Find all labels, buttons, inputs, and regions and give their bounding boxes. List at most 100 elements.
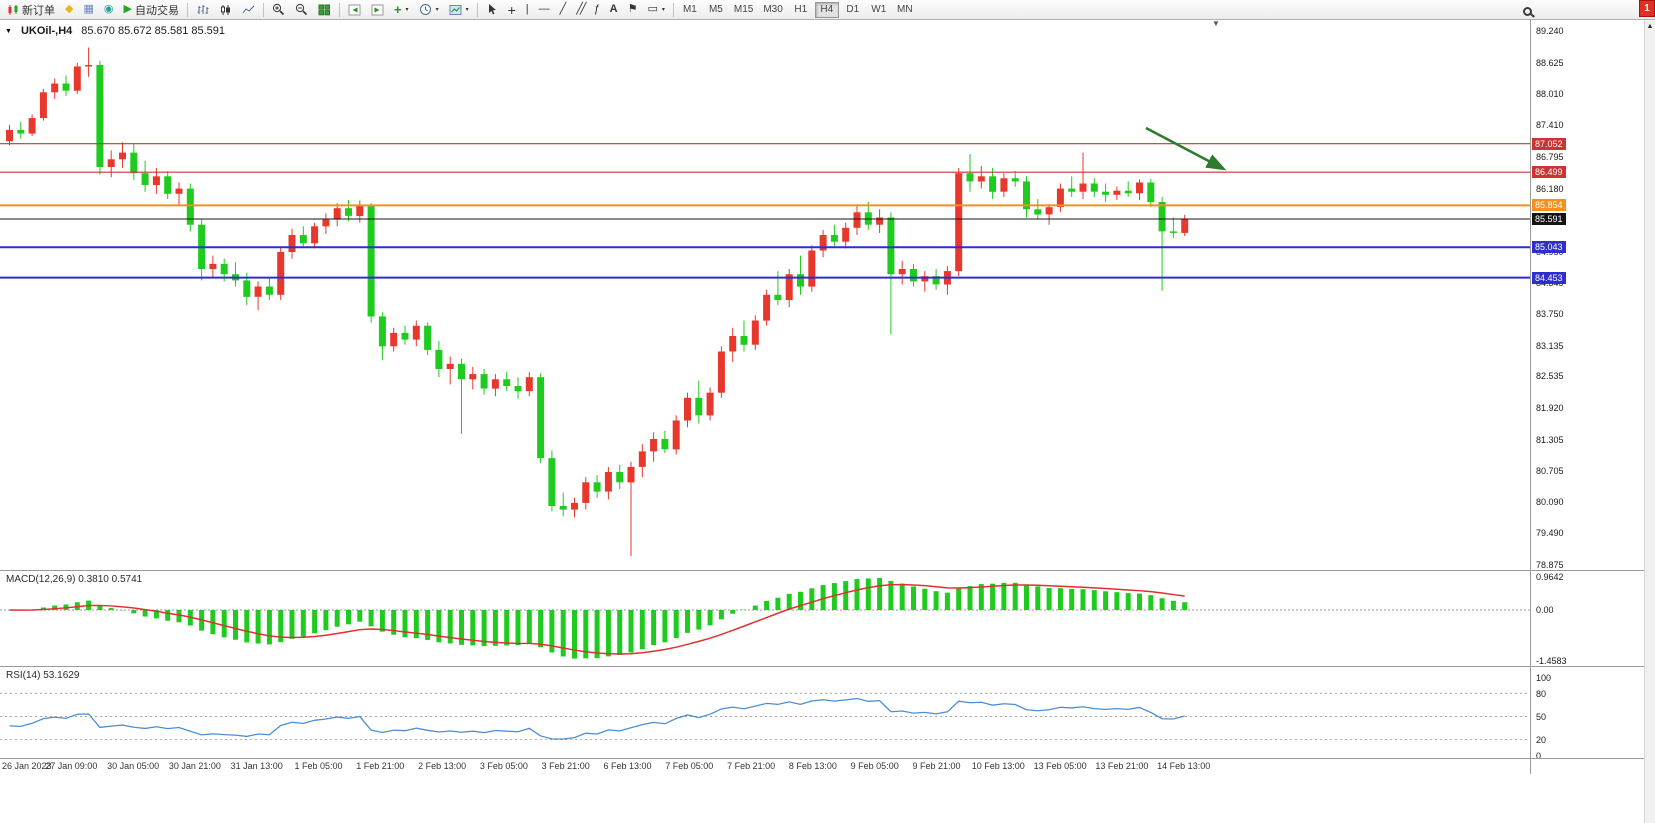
- chevron-down-icon: ▾: [465, 7, 469, 13]
- time-axis-label: 13 Feb 05:00: [1033, 761, 1087, 771]
- tile-windows-button[interactable]: [313, 1, 336, 18]
- chart-title: ▼ UKOil-,H4 85.670 85.672 85.581 85.591: [5, 25, 225, 37]
- time-axis-label: 31 Jan 13:00: [230, 761, 283, 771]
- scroll-up-icon[interactable]: ▲: [1646, 23, 1654, 30]
- search-button[interactable]: [1518, 3, 1537, 20]
- text-tool-button[interactable]: A: [605, 1, 623, 18]
- auto-scroll-icon: [348, 4, 361, 15]
- autotrading-label: 自动交易: [134, 4, 179, 17]
- trendline-tool-button[interactable]: ╱: [555, 1, 572, 18]
- time-axis-label: 8 Feb 13:00: [788, 761, 837, 771]
- price-axis-label: 78.875: [1536, 560, 1564, 570]
- channel-tool-button[interactable]: ╱╱: [571, 1, 588, 18]
- price-axis-label: 87.410: [1536, 120, 1564, 131]
- price-axis-label: 83.135: [1536, 340, 1564, 351]
- toolbar-separator: [476, 2, 478, 17]
- price-axis-label: 80.705: [1536, 465, 1564, 476]
- clock-icon: [419, 4, 431, 15]
- price-plot[interactable]: ▼ UKOil-,H4 85.670 85.672 85.581 85.591 …: [0, 20, 1530, 570]
- timeframe-button-d1[interactable]: D1: [846, 4, 860, 15]
- price-pane: ▼ UKOil-,H4 85.670 85.672 85.581 85.591 …: [0, 20, 1655, 570]
- fibonacci-icon: ƒ: [593, 3, 600, 15]
- line-chart-icon: [242, 5, 255, 13]
- price-axis-label: 88.625: [1536, 57, 1564, 68]
- macd-label: MACD(12,26,9) 0.3810 0.5741: [6, 574, 143, 585]
- macd-scale-label: 0.9642: [1536, 572, 1564, 582]
- new-order-button[interactable]: 新订单: [2, 1, 60, 18]
- time-axis-label: 2 Feb 13:00: [418, 761, 467, 771]
- chart-window: ▼ UKOil-,H4 85.670 85.672 85.581 85.591 …: [0, 20, 1655, 823]
- time-axis-label: 13 Feb 21:00: [1095, 761, 1149, 771]
- vertical-scrollbar[interactable]: ▲: [1644, 20, 1655, 823]
- window-bottom-area: [0, 774, 1655, 823]
- add-indicator-icon: +: [393, 2, 402, 17]
- price-line-label: 85.854: [1532, 199, 1566, 212]
- candlestick-chart[interactable]: [0, 20, 1530, 570]
- new-order-label: 新订单: [22, 4, 55, 17]
- autotrading-button[interactable]: ▶ 自动交易: [118, 1, 183, 18]
- toolbar-separator: [262, 2, 264, 17]
- tile-windows-icon: [318, 4, 330, 15]
- new-order-icon: [8, 4, 18, 15]
- time-axis-label: 7 Feb 05:00: [665, 761, 714, 771]
- search-icon: [1523, 7, 1532, 16]
- macd-plot: MACD(12,26,9) 0.3810 0.5741: [0, 571, 1530, 666]
- candlestick-chart-button[interactable]: [214, 1, 237, 18]
- timeframe-button-m1[interactable]: M1: [682, 4, 697, 15]
- time-axis[interactable]: 26 Jan 2023 27 Jan 09:00 30 Jan 05:00 30 Ja…: [0, 759, 1530, 774]
- navigator-button[interactable]: ◉: [99, 1, 119, 18]
- template-icon: [449, 4, 462, 15]
- timeframe-button-mn[interactable]: MN: [897, 4, 913, 15]
- zoom-out-icon: [295, 3, 308, 16]
- toolbar-separator: [186, 2, 188, 17]
- chart-shift-marker[interactable]: ▼: [1212, 20, 1220, 28]
- candlestick-icon: [220, 4, 230, 15]
- market-watch-icon: ◆: [65, 3, 74, 15]
- timeframe-button-h1[interactable]: H1: [794, 4, 808, 15]
- price-line-label: 87.052: [1532, 137, 1566, 150]
- chart-shift-button[interactable]: [366, 1, 389, 18]
- market-watch-button[interactable]: ◆: [60, 1, 78, 18]
- cursor-tool-button[interactable]: [481, 1, 503, 18]
- time-axis-label: 1 Feb 21:00: [356, 761, 405, 771]
- chart-menu-icon[interactable]: ▼: [5, 27, 12, 35]
- navigator-icon: ◉: [103, 3, 114, 15]
- indicators-button[interactable]: + ▾: [389, 1, 414, 18]
- shapes-icon: ▭: [647, 3, 658, 15]
- timeframe-button-m30[interactable]: M30: [763, 4, 783, 15]
- macd-axis: 0.9642 0.00 -1.4583: [1530, 571, 1655, 666]
- crosshair-tool-button[interactable]: +: [503, 1, 521, 18]
- horizontal-line-tool-button[interactable]: —: [534, 1, 555, 18]
- chart-shift-icon: [371, 4, 384, 15]
- templates-button[interactable]: ▾: [444, 1, 474, 18]
- line-chart-button[interactable]: [237, 1, 260, 18]
- time-axis-label: 10 Feb 13:00: [971, 761, 1025, 771]
- data-window-button[interactable]: ▦: [78, 1, 98, 18]
- chart-symbol-label: UKOil-,H4: [20, 25, 73, 37]
- periods-button[interactable]: ▾: [414, 1, 444, 18]
- zoom-in-button[interactable]: [267, 1, 290, 18]
- horizontal-line-icon: —: [538, 3, 550, 15]
- timeframe-button-h4[interactable]: H4: [814, 1, 839, 18]
- auto-scroll-button[interactable]: [343, 1, 366, 18]
- timeframe-button-m15[interactable]: M15: [733, 4, 754, 15]
- label-tool-button[interactable]: ⚑: [623, 1, 643, 18]
- main-toolbar: 新订单 ◆ ▦ ◉ ▶ 自动交易 + ▾ ▾ ▾ + | — ╱ ╱╱ ƒ A ⚑…: [0, 0, 1655, 20]
- current-price-label: 85.591: [1532, 212, 1566, 225]
- timeframe-button-w1[interactable]: W1: [871, 4, 887, 15]
- bar-chart-button[interactable]: [191, 1, 214, 18]
- vertical-line-tool-button[interactable]: |: [521, 1, 534, 18]
- notification-badge[interactable]: 1: [1639, 0, 1655, 17]
- price-axis-label: 81.920: [1536, 403, 1564, 414]
- fibonacci-tool-button[interactable]: ƒ: [589, 1, 605, 18]
- time-axis-pane: 26 Jan 2023 27 Jan 09:00 30 Jan 05:00 30 Ja…: [0, 758, 1655, 774]
- timeframe-button-m5[interactable]: M5: [708, 4, 723, 15]
- shapes-tool-button[interactable]: ▭ ▾: [642, 1, 669, 18]
- trendline-icon: ╱: [559, 3, 567, 15]
- timeframe-toolbar: M1 M5 M15 M30 H1 H4 D1 W1 MN: [677, 1, 918, 18]
- price-axis[interactable]: 89.240 88.625 88.010 87.410 86.795 86.180 85.5…: [1530, 20, 1655, 570]
- time-axis-label: 3 Feb 21:00: [541, 761, 590, 771]
- time-axis-label: 3 Feb 05:00: [479, 761, 528, 771]
- chevron-down-icon: ▾: [405, 7, 409, 13]
- zoom-out-button[interactable]: [290, 1, 313, 18]
